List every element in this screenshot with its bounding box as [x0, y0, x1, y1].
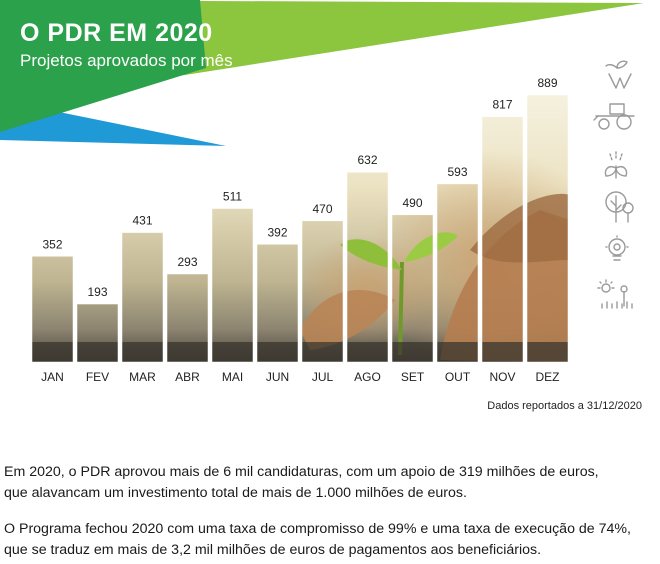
header-text: O PDR EM 2020 Projetos aprovados por mês — [20, 18, 233, 72]
data-labels-group: 352 193 431 293 511 392 470 632 490 593 817 889 — [42, 76, 557, 299]
value-label-mai: 511 — [223, 190, 242, 204]
bar-set — [391, 214, 434, 363]
paragraph-1-line-1: Em 2020, o PDR aprovou mais de 6 mil can… — [4, 464, 599, 480]
value-label-ago: 632 — [357, 153, 377, 167]
bar-ago — [346, 171, 389, 363]
x-tick-label-out: OUT — [445, 370, 471, 384]
bar-out — [436, 183, 479, 363]
paragraph-2-line-1: O Programa fechou 2020 com uma taxa de c… — [4, 521, 631, 537]
paragraph-1-line-2: que alavancam um investimento total de m… — [4, 485, 467, 501]
x-tick-label-abr: ABR — [175, 370, 200, 384]
tractor-icon — [593, 103, 635, 130]
x-tick-label-jul: JUL — [312, 370, 334, 384]
x-tick-label-ago: AGO — [354, 370, 381, 384]
side-icons-column — [593, 60, 635, 309]
x-axis-labels-group: JAN FEV MAR ABR MAI JUN JUL AGO SET OUT NOV DEZ — [41, 370, 559, 384]
x-tick-label-dez: DEZ — [536, 370, 560, 384]
header-banner — [0, 0, 644, 146]
value-label-set: 490 — [402, 196, 422, 210]
bar-nov — [481, 116, 524, 363]
bar-jan — [31, 256, 74, 363]
x-tick-label-jan: JAN — [41, 370, 64, 384]
bar-jul — [301, 220, 344, 363]
bar-mar — [121, 232, 164, 363]
summary-paragraph-1: Em 2020, o PDR aprovou mais de 6 mil can… — [4, 462, 654, 504]
value-label-abr: 293 — [177, 255, 197, 269]
bar-dez — [526, 94, 569, 363]
x-tick-label-mar: MAR — [129, 370, 156, 384]
value-label-jan: 352 — [42, 237, 62, 251]
value-label-fev: 193 — [87, 285, 107, 299]
value-label-nov: 817 — [492, 98, 512, 112]
x-tick-label-mai: MAI — [222, 370, 243, 384]
value-label-jun: 392 — [267, 225, 287, 239]
value-label-mar: 431 — [132, 214, 152, 228]
tree-icon — [605, 191, 634, 223]
value-label-dez: 889 — [537, 76, 557, 90]
bar-abr — [166, 273, 209, 363]
sprout-hands-icon — [605, 60, 632, 89]
bar-fev — [76, 303, 119, 363]
lightbulb-icon — [605, 235, 629, 261]
bar-mai — [211, 208, 254, 363]
x-tick-label-jun: JUN — [266, 370, 289, 384]
value-label-out: 593 — [447, 165, 467, 179]
footnote: Dados reportados a 31/12/2020 — [487, 400, 642, 412]
plant-watering-icon — [604, 151, 628, 179]
x-tick-label-nov: NOV — [489, 370, 515, 384]
paragraph-2-line-2: que se traduz em mais de 3,2 mil milhões… — [4, 542, 542, 558]
banner-green-shape — [0, 0, 206, 132]
sun-crops-icon — [597, 279, 633, 309]
page-title: O PDR EM 2020 — [20, 19, 213, 47]
page-subtitle: Projetos aprovados por mês — [20, 51, 233, 70]
x-tick-label-set: SET — [401, 370, 425, 384]
x-tick-label-fev: FEV — [86, 370, 109, 384]
value-label-jul: 470 — [312, 202, 332, 216]
bars-group — [31, 94, 569, 363]
summary-paragraph-2: O Programa fechou 2020 com uma taxa de c… — [4, 519, 654, 561]
bar-jun — [256, 244, 299, 363]
